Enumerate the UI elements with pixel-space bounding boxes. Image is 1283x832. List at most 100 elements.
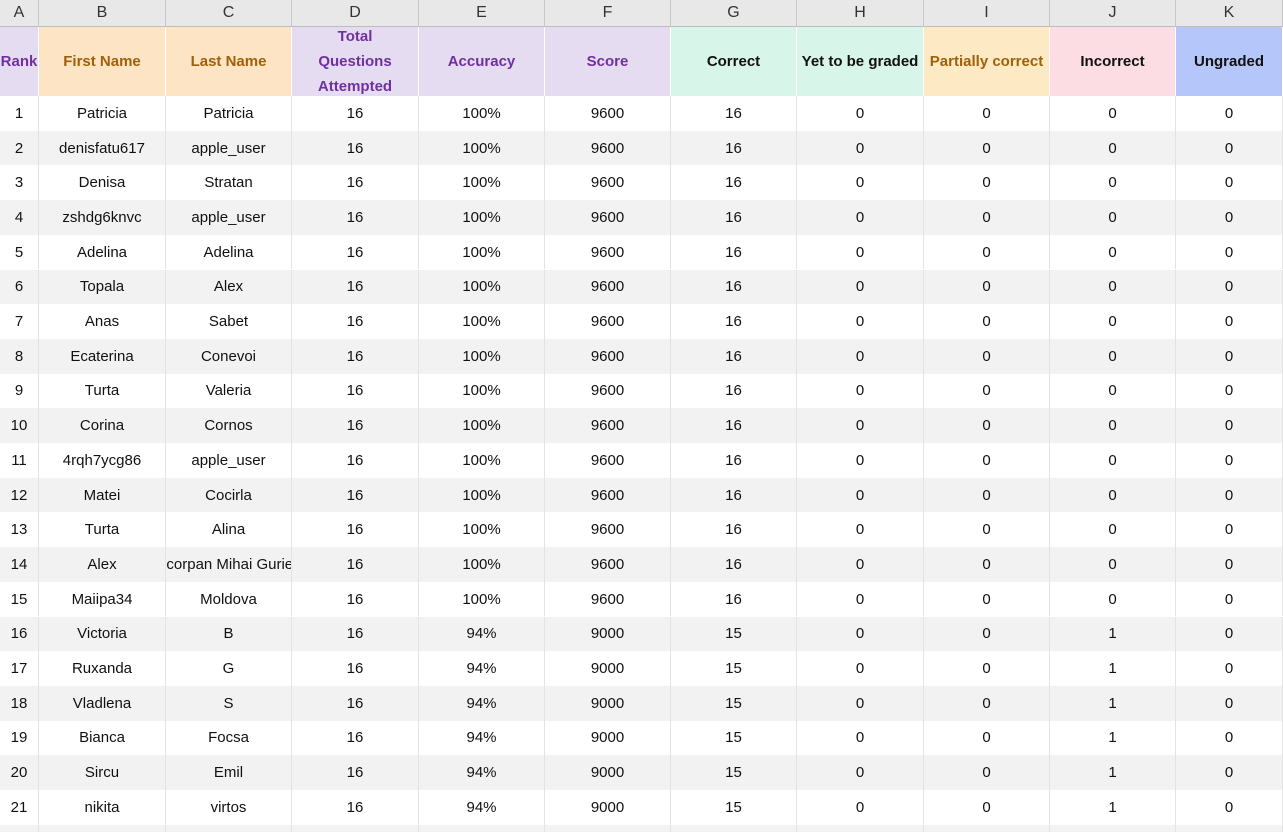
table-cell: 100% bbox=[419, 547, 545, 582]
header-cell: Yet to be graded bbox=[797, 27, 924, 96]
table-cell bbox=[1176, 824, 1283, 832]
table-cell: Valeria bbox=[166, 373, 292, 409]
table-cell: 16 bbox=[292, 685, 419, 721]
table-cell: 100% bbox=[419, 234, 545, 270]
table-cell: 13 bbox=[0, 512, 39, 548]
table-cell: 0 bbox=[1176, 651, 1283, 686]
table-cell: 9600 bbox=[545, 234, 671, 270]
table-cell: 0 bbox=[1176, 581, 1283, 617]
table-cell: 9600 bbox=[545, 96, 671, 131]
table-cell: 0 bbox=[1050, 338, 1176, 374]
table-cell: Vladlena bbox=[39, 685, 166, 721]
table-cell: 5 bbox=[0, 234, 39, 270]
table-cell: nikita bbox=[39, 790, 166, 825]
table-cell: 0 bbox=[1176, 720, 1283, 756]
table-cell: 0 bbox=[1176, 790, 1283, 825]
table-cell: 9600 bbox=[545, 165, 671, 201]
table-cell: 0 bbox=[797, 685, 924, 721]
table-cell: 0 bbox=[797, 720, 924, 756]
table-cell: 0 bbox=[797, 200, 924, 235]
table-cell: 16 bbox=[292, 581, 419, 617]
table-cell: 0 bbox=[1050, 130, 1176, 166]
table-cell: 16 bbox=[292, 234, 419, 270]
table-cell: 16 bbox=[671, 96, 797, 131]
table-cell: Turta bbox=[39, 512, 166, 548]
header-cell: Total Questions Attempted bbox=[292, 27, 419, 96]
table-cell: 9600 bbox=[545, 408, 671, 443]
table-cell: 0 bbox=[924, 616, 1050, 652]
table-cell: 16 bbox=[292, 651, 419, 686]
table-cell: 1 bbox=[1050, 651, 1176, 686]
table-cell: 0 bbox=[1050, 408, 1176, 443]
header-cell: Ungraded bbox=[1176, 27, 1283, 96]
column-letter: B bbox=[39, 0, 166, 27]
table-cell: 11 bbox=[0, 443, 39, 478]
table-cell: 16 bbox=[671, 304, 797, 339]
table-cell bbox=[671, 824, 797, 832]
table-cell: 0 bbox=[924, 200, 1050, 235]
table-cell: 0 bbox=[1050, 234, 1176, 270]
table-cell: 0 bbox=[1176, 547, 1283, 582]
table-cell: apple_user bbox=[166, 130, 292, 166]
table-cell: 0 bbox=[1050, 96, 1176, 131]
column-letter: F bbox=[545, 0, 671, 27]
table-cell: Topala bbox=[39, 269, 166, 305]
table-cell: Sabet bbox=[166, 304, 292, 339]
table-cell: 0 bbox=[924, 720, 1050, 756]
table-cell: 0 bbox=[924, 477, 1050, 513]
table-cell: 14 bbox=[0, 547, 39, 582]
table-cell: 9600 bbox=[545, 443, 671, 478]
table-cell: Ruxanda bbox=[39, 651, 166, 686]
table-cell: 16 bbox=[292, 269, 419, 305]
table-cell: Patricia bbox=[39, 96, 166, 131]
column-letter: G bbox=[671, 0, 797, 27]
column-letter: D bbox=[292, 0, 419, 27]
table-cell: 94% bbox=[419, 755, 545, 790]
table-cell: Emil bbox=[166, 755, 292, 790]
table-cell: 94% bbox=[419, 651, 545, 686]
table-cell: 1 bbox=[1050, 685, 1176, 721]
table-cell: 15 bbox=[671, 720, 797, 756]
header-cell: Accuracy bbox=[419, 27, 545, 96]
table-cell: zshdg6knvc bbox=[39, 200, 166, 235]
table-cell: 0 bbox=[797, 408, 924, 443]
table-cell: 0 bbox=[924, 234, 1050, 270]
table-cell: 15 bbox=[671, 616, 797, 652]
table-cell: 16 bbox=[671, 443, 797, 478]
table-cell: 15 bbox=[671, 790, 797, 825]
table-cell: Moldova bbox=[166, 581, 292, 617]
table-cell: 9600 bbox=[545, 130, 671, 166]
table-cell: 0 bbox=[924, 755, 1050, 790]
table-cell: 16 bbox=[671, 269, 797, 305]
table-cell: Cornos bbox=[166, 408, 292, 443]
column-letter: E bbox=[419, 0, 545, 27]
table-cell: 1 bbox=[1050, 720, 1176, 756]
table-cell: 0 bbox=[924, 338, 1050, 374]
table-cell: 0 bbox=[924, 130, 1050, 166]
table-cell: 0 bbox=[797, 755, 924, 790]
table-cell: 0 bbox=[1050, 304, 1176, 339]
table-cell: 0 bbox=[1050, 547, 1176, 582]
table-cell: 0 bbox=[797, 304, 924, 339]
table-cell: 9000 bbox=[545, 651, 671, 686]
table-cell: Alina bbox=[166, 512, 292, 548]
table-cell: 16 bbox=[292, 755, 419, 790]
table-cell: 0 bbox=[797, 512, 924, 548]
table-cell: B bbox=[166, 616, 292, 652]
table-cell: 0 bbox=[1176, 338, 1283, 374]
table-cell: 16 bbox=[292, 200, 419, 235]
table-cell: 1 bbox=[0, 96, 39, 131]
table-cell: 0 bbox=[1176, 200, 1283, 235]
table-cell: 16 bbox=[671, 338, 797, 374]
table-cell: 16 bbox=[671, 581, 797, 617]
table-cell: 0 bbox=[797, 443, 924, 478]
table-cell: G bbox=[166, 651, 292, 686]
table-cell bbox=[924, 824, 1050, 832]
column-letter: K bbox=[1176, 0, 1283, 27]
table-cell: 16 bbox=[292, 720, 419, 756]
table-cell: 0 bbox=[1050, 200, 1176, 235]
table-cell: 0 bbox=[797, 96, 924, 131]
table-cell: 12 bbox=[0, 477, 39, 513]
table-cell: 100% bbox=[419, 512, 545, 548]
